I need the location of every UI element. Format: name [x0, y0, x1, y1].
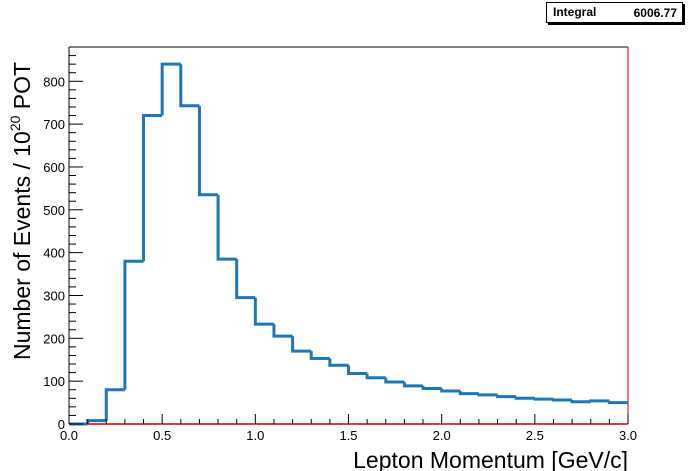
histogram-bin: [477, 393, 498, 397]
histogram-bin: [440, 388, 461, 393]
histogram-bin: [328, 358, 349, 367]
y-axis-label-superscript: 20: [7, 115, 23, 131]
histogram-bin: [291, 336, 312, 353]
histogram-bin: [607, 400, 628, 405]
stats-box: Integral 6006.77: [546, 2, 683, 23]
histogram-bin: [570, 400, 591, 404]
histogram-bin: [347, 365, 368, 375]
histogram-bin: [104, 388, 125, 421]
y-tick-label: 400: [43, 246, 65, 261]
histogram-bin: [309, 351, 330, 360]
histogram-bin: [402, 382, 424, 388]
histogram-bin: [421, 385, 442, 390]
histogram-bin: [551, 398, 573, 402]
histogram-bin: [533, 397, 554, 401]
stats-integral-value: 6006.77: [633, 6, 677, 20]
x-tick-label: 0.0: [60, 428, 78, 443]
histogram-bin: [496, 394, 517, 399]
histogram-bin: [235, 259, 256, 300]
y-tick-label: 200: [43, 331, 65, 346]
x-tick-label: 1.5: [339, 428, 357, 443]
y-tick-label: 600: [43, 160, 65, 175]
y-axis-label-main: Number of Events / 10: [9, 131, 35, 360]
y-tick-label: 0: [58, 417, 65, 432]
histogram-bin: [216, 194, 237, 261]
y-tick-label: 800: [43, 74, 65, 89]
x-tick-label: 1.0: [246, 428, 264, 443]
y-axis-label-suffix: POT: [9, 62, 35, 116]
histogram-bin: [514, 396, 535, 400]
histogram-bin: [272, 324, 293, 338]
x-tick-label: 2.0: [433, 428, 451, 443]
histogram-bin: [458, 391, 479, 396]
histogram-layer: [69, 62, 628, 426]
x-axis-label: Lepton Momentum [GeV/c]: [353, 447, 628, 471]
ticks-layer: 0.0 0.5 1.0 1.5 2.0 2.5 3.0 0 100 200 300 400 500 600…: [43, 46, 637, 443]
histogram-bin: [197, 105, 219, 197]
y-tick-label: 300: [43, 288, 65, 303]
x-tick-label: 3.0: [619, 428, 637, 443]
y-tick-label: 500: [43, 203, 65, 218]
histogram-bin: [179, 64, 200, 108]
histogram-bin: [253, 297, 274, 326]
y-tick-label: 100: [43, 374, 65, 389]
histogram-bin: [589, 399, 610, 403]
histogram-bin: [365, 373, 386, 380]
y-tick-label: 700: [43, 117, 65, 132]
histogram-bin: [160, 62, 181, 116]
histogram-bin: [123, 259, 144, 390]
stats-integral-label: Integral: [553, 5, 597, 19]
x-tick-label: 2.5: [526, 428, 544, 443]
y-axis-label: Number of Events / 1020 POT: [7, 62, 35, 360]
histogram-bin: [142, 114, 163, 262]
histogram-bin: [384, 377, 405, 384]
x-tick-label: 0.5: [153, 428, 171, 443]
